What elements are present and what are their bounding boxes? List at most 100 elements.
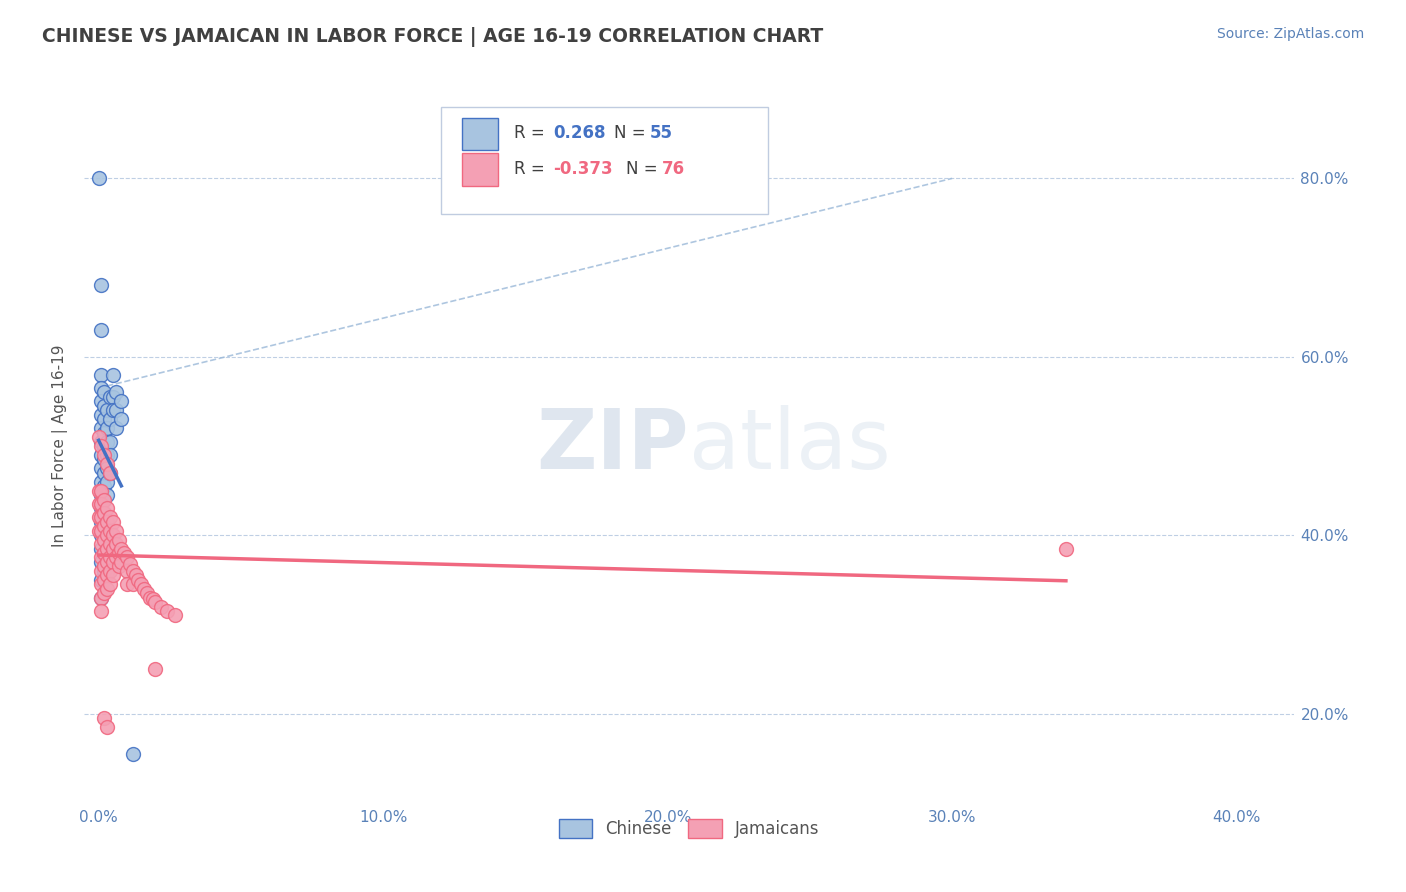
Point: [96, 448, 118, 462]
Point: [1054, 541, 1077, 556]
Point: [93, 533, 115, 547]
Point: [145, 662, 167, 676]
Point: [110, 412, 132, 426]
Point: [98, 537, 121, 551]
Point: [93, 412, 115, 426]
Point: [93, 439, 115, 453]
Point: [115, 564, 138, 578]
Point: [132, 582, 155, 596]
Point: [90, 501, 112, 516]
Point: [93, 425, 115, 440]
Point: [104, 550, 127, 565]
Point: [90, 421, 112, 435]
Point: [101, 368, 124, 382]
Point: [96, 457, 118, 471]
Point: [129, 577, 152, 591]
Point: [101, 528, 124, 542]
Point: [104, 524, 127, 538]
Point: [90, 510, 112, 524]
Point: [90, 524, 112, 538]
Point: [90, 573, 112, 587]
Point: [101, 390, 124, 404]
Point: [90, 591, 112, 605]
Text: 76: 76: [662, 161, 686, 178]
Point: [93, 492, 115, 507]
Point: [101, 403, 124, 417]
Point: [90, 550, 112, 565]
Text: N =: N =: [614, 125, 651, 143]
Text: ZIP: ZIP: [537, 406, 689, 486]
Point: [93, 399, 115, 413]
Point: [87, 524, 110, 538]
Point: [90, 515, 112, 529]
Point: [90, 448, 112, 462]
Point: [90, 483, 112, 498]
Point: [93, 546, 115, 560]
Point: [90, 564, 112, 578]
Point: [90, 394, 112, 409]
Point: [90, 461, 112, 475]
Point: [90, 528, 112, 542]
Point: [93, 564, 115, 578]
Point: [101, 555, 124, 569]
Point: [93, 573, 115, 587]
Point: [96, 528, 118, 542]
Point: [124, 568, 146, 582]
Point: [93, 452, 115, 467]
Point: [90, 555, 112, 569]
Point: [93, 479, 115, 493]
Point: [107, 559, 129, 574]
Point: [98, 510, 121, 524]
Point: [96, 475, 118, 489]
Point: [107, 546, 129, 560]
Point: [104, 421, 127, 435]
Point: [93, 546, 115, 560]
Point: [90, 323, 112, 337]
Point: [150, 599, 173, 614]
Point: [90, 475, 112, 489]
Point: [121, 564, 143, 578]
Point: [90, 541, 112, 556]
Point: [98, 412, 121, 426]
Point: [90, 381, 112, 395]
Point: [93, 506, 115, 520]
Text: R =: R =: [513, 125, 550, 143]
Point: [101, 515, 124, 529]
Point: [136, 586, 159, 600]
Point: [87, 510, 110, 524]
Point: [96, 488, 118, 502]
Point: [87, 483, 110, 498]
Point: [93, 533, 115, 547]
Text: R =: R =: [513, 161, 550, 178]
Point: [96, 720, 118, 734]
Point: [101, 541, 124, 556]
Point: [90, 278, 112, 293]
Point: [121, 747, 143, 761]
Point: [107, 533, 129, 547]
Point: [93, 519, 115, 533]
Point: [93, 506, 115, 520]
Point: [98, 448, 121, 462]
Point: [90, 439, 112, 453]
Point: [93, 492, 115, 507]
Point: [98, 434, 121, 449]
Point: [93, 559, 115, 574]
Point: [98, 577, 121, 591]
Point: [93, 466, 115, 480]
Point: [165, 608, 187, 623]
Point: [110, 541, 132, 556]
Point: [93, 586, 115, 600]
Point: [98, 550, 121, 565]
Text: N =: N =: [626, 161, 664, 178]
Point: [90, 488, 112, 502]
Bar: [461, 153, 498, 186]
Point: [139, 591, 162, 605]
Text: -0.373: -0.373: [554, 161, 613, 178]
Point: [96, 515, 118, 529]
Point: [110, 555, 132, 569]
Point: [93, 711, 115, 725]
Point: [101, 568, 124, 582]
Point: [87, 430, 110, 444]
Point: [96, 568, 118, 582]
Point: [93, 519, 115, 533]
